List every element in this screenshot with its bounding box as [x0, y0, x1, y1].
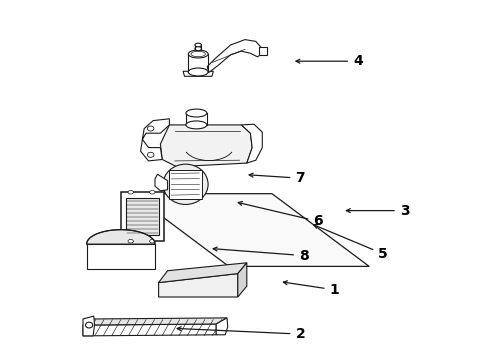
- Text: 2: 2: [177, 327, 305, 341]
- Polygon shape: [216, 318, 228, 335]
- Polygon shape: [87, 230, 155, 244]
- Polygon shape: [141, 119, 170, 161]
- Polygon shape: [160, 125, 252, 167]
- Ellipse shape: [86, 322, 93, 328]
- Polygon shape: [83, 318, 227, 325]
- Text: 6: 6: [238, 202, 323, 228]
- Polygon shape: [132, 194, 369, 266]
- Polygon shape: [83, 324, 216, 336]
- Ellipse shape: [195, 43, 201, 47]
- Polygon shape: [155, 174, 168, 191]
- Ellipse shape: [149, 239, 155, 243]
- Polygon shape: [242, 124, 262, 163]
- Polygon shape: [207, 40, 261, 72]
- Polygon shape: [159, 263, 247, 283]
- Text: 5: 5: [314, 225, 388, 261]
- Text: 3: 3: [346, 204, 410, 217]
- Text: 4: 4: [296, 54, 363, 68]
- Polygon shape: [238, 263, 247, 297]
- Polygon shape: [121, 192, 164, 241]
- Polygon shape: [83, 316, 95, 336]
- Polygon shape: [183, 71, 213, 76]
- Text: 7: 7: [249, 171, 305, 185]
- Text: 8: 8: [213, 247, 309, 262]
- Ellipse shape: [188, 50, 208, 58]
- Text: 1: 1: [283, 281, 340, 297]
- Ellipse shape: [186, 109, 207, 117]
- Ellipse shape: [163, 164, 208, 204]
- Ellipse shape: [188, 68, 208, 76]
- Ellipse shape: [128, 190, 133, 194]
- Ellipse shape: [147, 126, 154, 131]
- Ellipse shape: [186, 121, 207, 129]
- Ellipse shape: [128, 239, 133, 243]
- Ellipse shape: [149, 190, 155, 194]
- Polygon shape: [159, 274, 238, 297]
- Ellipse shape: [147, 152, 154, 157]
- Polygon shape: [259, 47, 267, 55]
- Ellipse shape: [195, 46, 201, 51]
- Polygon shape: [170, 170, 202, 199]
- Polygon shape: [126, 198, 159, 235]
- Polygon shape: [87, 244, 155, 269]
- Ellipse shape: [191, 51, 205, 57]
